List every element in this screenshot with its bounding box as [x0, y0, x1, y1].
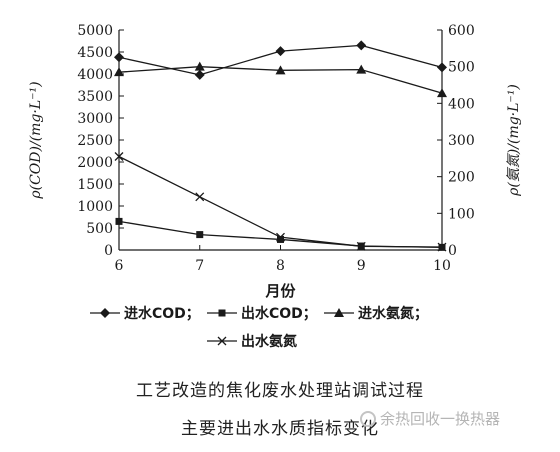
right-axis-tick-label: 400 [448, 96, 475, 112]
right-axis-title: ρ(氨氮)/(mg·L⁻¹) [506, 84, 522, 197]
right-axis-tick-label: 500 [448, 60, 475, 76]
left-axis-tick-label: 500 [86, 221, 113, 237]
x-axis-tick-label: 6 [115, 258, 124, 274]
series-1-point [194, 69, 205, 80]
left-axis-tick-label: 4500 [77, 45, 113, 61]
watermark-text: 余热回收一换热器 [380, 410, 501, 428]
watermark: 余热回收一换热器 [360, 408, 500, 429]
left-axis-tick-label: 3000 [77, 111, 113, 127]
left-axis-tick-label: 3500 [77, 89, 113, 105]
legend-marker [100, 308, 110, 318]
left-axis-tick-label: 2000 [77, 155, 113, 171]
series-1-point [275, 46, 286, 57]
series-2-point [115, 217, 123, 225]
series-3-point [275, 65, 286, 75]
legend-label: 进水COD； [124, 305, 200, 322]
legend-marker [334, 308, 344, 317]
right-axis-tick-label: 0 [448, 243, 457, 259]
series-3-point [194, 61, 205, 71]
left-axis-tick-label: 1500 [77, 177, 113, 193]
legend-label: 出水氨氮 [241, 333, 297, 350]
x-axis-tick-label: 8 [276, 258, 285, 274]
series-4-point [114, 152, 124, 161]
series-4-point [356, 241, 366, 251]
wechat-icon [360, 411, 376, 427]
figure-caption-line-2: 主要进出水水质指标变化 [181, 419, 379, 439]
legend-label: 进水氨氮； [358, 305, 428, 322]
left-axis-tick-label: 1000 [77, 199, 113, 215]
series-line-2 [118, 220, 443, 249]
left-axis-tick-label: 2500 [77, 133, 113, 149]
legend-label: 出水COD； [241, 305, 317, 322]
x-axis-tick-label: 10 [433, 258, 451, 274]
right-axis-tick-label: 600 [448, 23, 475, 39]
series-1-point [114, 52, 124, 63]
figure-caption-line-1: 工艺改造的焦化废水处理站调试过程 [136, 381, 424, 401]
x-axis-tick-label: 7 [195, 258, 204, 274]
dual-axis-line-chart: 0500100015002000250030003500400045005000… [28, 23, 522, 350]
legend-marker [218, 309, 226, 317]
series-1-point [437, 62, 447, 73]
legend: 进水COD； 出水COD； 进水氨氮； 出水氨氮 [90, 305, 428, 350]
axis-labels: 0500100015002000250030003500400045005000… [28, 23, 522, 300]
series-4-point [437, 242, 447, 252]
series-3-point [114, 67, 124, 77]
left-axis-tick-label: 4000 [77, 67, 113, 83]
left-axis-title: ρ(COD)/(mg·L⁻¹) [28, 81, 44, 199]
left-axis-tick-label: 5000 [77, 23, 113, 39]
series-4-point [195, 192, 205, 202]
axes [118, 29, 443, 251]
x-axis-tick-label: 9 [357, 258, 366, 274]
series-markers [114, 40, 447, 252]
left-axis-tick-label: 0 [104, 243, 113, 259]
series-lines [118, 44, 443, 249]
series-2-point [196, 231, 204, 239]
right-axis-tick-label: 300 [448, 133, 475, 149]
right-axis-tick-label: 100 [448, 206, 475, 222]
series-3-point [437, 88, 447, 98]
legend-marker [217, 336, 227, 346]
series-1-point [356, 40, 367, 51]
series-2-point [277, 235, 284, 243]
series-line-4 [118, 155, 443, 248]
series-3-point [356, 64, 367, 74]
right-axis-tick-label: 200 [448, 170, 475, 186]
x-axis-title: 月份 [264, 282, 296, 300]
series-4-point [276, 232, 285, 242]
